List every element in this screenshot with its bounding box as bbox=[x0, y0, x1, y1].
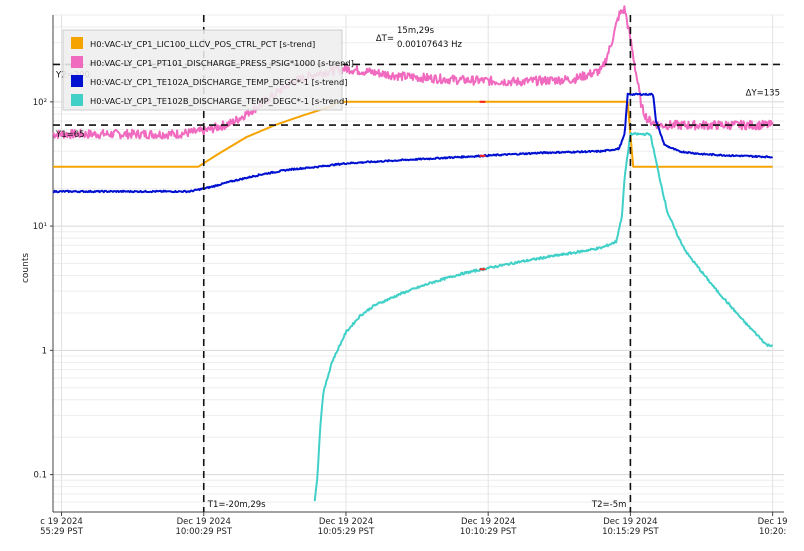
y-tick-label: 10² bbox=[33, 98, 47, 108]
legend-entry-label[interactable]: H0:VAC-LY_CP1_LIC100_LLCV_POS_CTRL_PCT [… bbox=[90, 39, 315, 49]
x-tick-label-time: 55:29 PST bbox=[40, 527, 84, 537]
cursor-t2-readout: T2=-5m bbox=[591, 500, 626, 510]
x-tick-label-date: Dec 19 2024 bbox=[461, 517, 515, 527]
cursor-y1-readout: Y1=65 bbox=[55, 130, 85, 140]
legend-swatch bbox=[71, 56, 83, 68]
legend-box bbox=[62, 29, 343, 111]
frequency-readout: 0.00107643 Hz bbox=[397, 40, 462, 50]
x-tick-label-time: 10:05:29 PST bbox=[318, 527, 375, 537]
series-line-4 bbox=[313, 132, 774, 502]
chart-series bbox=[52, 5, 774, 502]
x-tick-label-date: c 19 2024 bbox=[40, 517, 83, 527]
legend-entry-label[interactable]: H0:VAC-LY_CP1_PT101_DISCHARGE_PRESS_PSIG… bbox=[90, 58, 354, 68]
x-tick-label-date: Dec 19 2024 bbox=[603, 517, 657, 527]
x-tick-label-time: 10:20: bbox=[759, 527, 786, 537]
series-line-2 bbox=[52, 5, 774, 140]
x-tick-label-time: 10:10:29 PST bbox=[460, 527, 517, 537]
y-tick-label: 10¹ bbox=[33, 222, 47, 232]
legend-swatch bbox=[71, 37, 83, 49]
y-tick-label: 1 bbox=[42, 346, 47, 356]
x-tick-label-time: 10:00:29 PST bbox=[175, 527, 232, 537]
y-axis-ticks: 0.1 1 10¹ 10² bbox=[33, 98, 53, 481]
legend-entry-label[interactable]: H0:VAC-LY_CP1_TE102A_DISCHARGE_TEMP_DEGC… bbox=[90, 77, 348, 87]
delta-t-readout: 15m,29s bbox=[397, 26, 435, 36]
y-tick-label: 0.1 bbox=[33, 471, 47, 481]
series-line-3 bbox=[52, 92, 774, 194]
x-tick-label-date: Dec 19 bbox=[758, 517, 788, 527]
delta-y-readout: ΔY=135 bbox=[746, 88, 780, 98]
legend-swatch bbox=[71, 94, 83, 106]
legend-entry-label[interactable]: H0:VAC-LY_CP1_TE102B_DISCHARGE_TEMP_DEGC… bbox=[90, 96, 348, 106]
x-tick-label-time: 10:15:29 PST bbox=[602, 527, 659, 537]
y-axis-label: counts bbox=[21, 253, 31, 283]
legend-swatch bbox=[71, 75, 83, 87]
series-line-1 bbox=[53, 100, 773, 168]
x-tick-label-date: Dec 19 2024 bbox=[177, 517, 231, 527]
cursor-t1-readout: T1=-20m,29s bbox=[207, 500, 266, 510]
chart-axes bbox=[52, 15, 784, 513]
chart-legend[interactable]: H0:VAC-LY_CP1_LIC100_LLCV_POS_CTRL_PCT [… bbox=[62, 29, 354, 111]
delta-t-prefix: ΔT= bbox=[376, 34, 394, 44]
x-tick-label-date: Dec 19 2024 bbox=[319, 517, 373, 527]
